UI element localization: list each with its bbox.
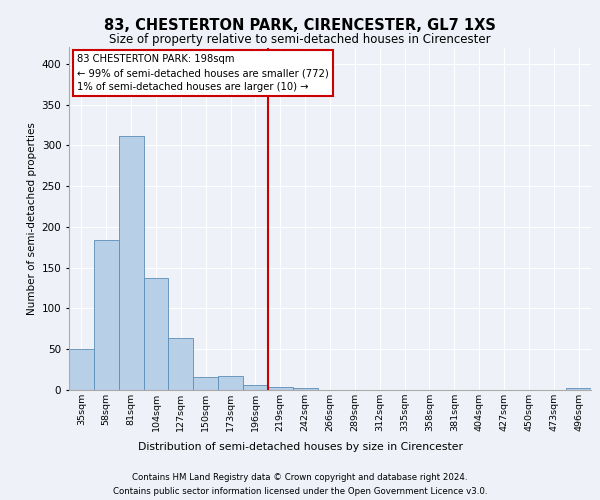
Text: 83 CHESTERTON PARK: 198sqm
← 99% of semi-detached houses are smaller (772)
1% of: 83 CHESTERTON PARK: 198sqm ← 99% of semi… [77, 54, 329, 92]
Bar [268, 386, 293, 390]
Y-axis label: Number of semi-detached properties: Number of semi-detached properties [28, 122, 37, 315]
Text: Contains HM Land Registry data © Crown copyright and database right 2024.: Contains HM Land Registry data © Crown c… [132, 472, 468, 482]
Bar [94, 240, 119, 390]
Text: Contains public sector information licensed under the Open Government Licence v3: Contains public sector information licen… [113, 488, 487, 496]
Bar [119, 136, 143, 390]
Text: Distribution of semi-detached houses by size in Cirencester: Distribution of semi-detached houses by … [137, 442, 463, 452]
Bar [69, 349, 94, 390]
Bar [193, 377, 218, 390]
Bar [143, 278, 169, 390]
Text: 83, CHESTERTON PARK, CIRENCESTER, GL7 1XS: 83, CHESTERTON PARK, CIRENCESTER, GL7 1X… [104, 18, 496, 32]
Bar [243, 385, 268, 390]
Text: Size of property relative to semi-detached houses in Cirencester: Size of property relative to semi-detach… [109, 32, 491, 46]
Bar [293, 388, 317, 390]
Bar [169, 338, 193, 390]
Bar [218, 376, 243, 390]
Bar [566, 388, 591, 390]
